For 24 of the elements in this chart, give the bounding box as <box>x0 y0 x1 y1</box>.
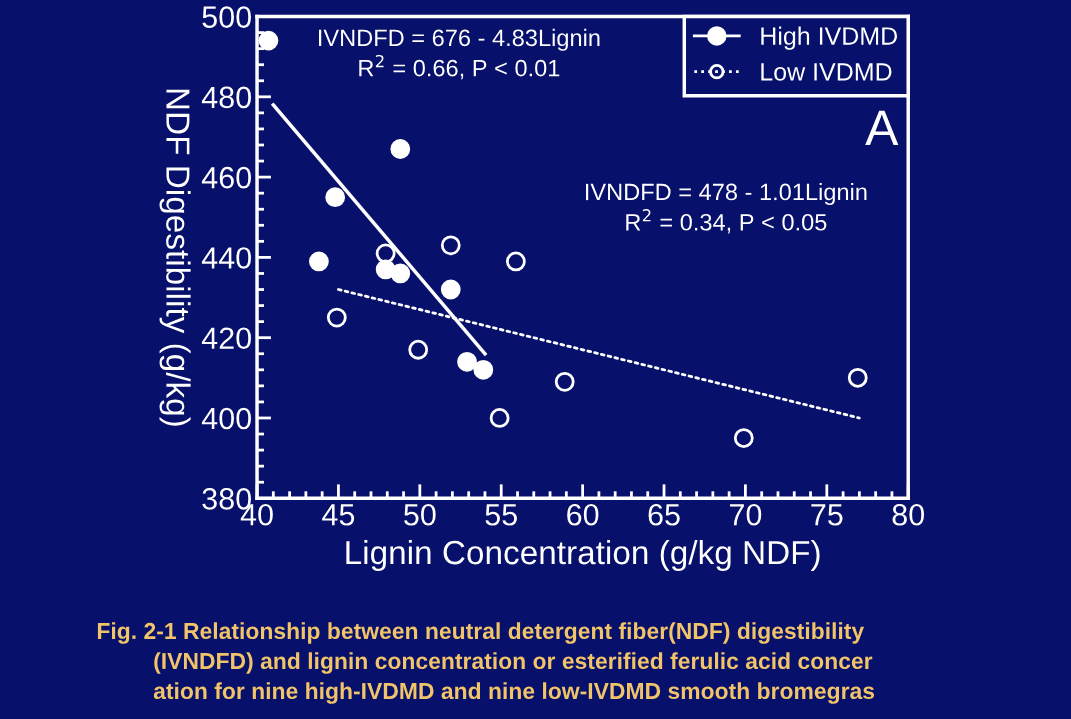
x-tick-label: 60 <box>567 503 599 526</box>
y-tick-label: 420 <box>201 327 251 350</box>
annotation: IVNDFD = 478 - 1.01Lignin R$^{2}$ = 0.34, P < 0.05 <box>586 183 867 234</box>
y-tick-label: 440 <box>201 247 251 269</box>
x-tick-label: 45 <box>322 504 355 526</box>
annotation: A <box>865 110 899 146</box>
x-tick-label: 50 <box>404 503 436 526</box>
y-tick-label: 500 <box>202 6 251 28</box>
x-tick-label: 75 <box>811 504 843 526</box>
x-tick-label: 70 <box>729 503 762 526</box>
text: (IVNDFD) and lignin concentration or esterified ferulic acid concer <box>154 652 873 674</box>
x-tick-label: 65 <box>648 503 680 526</box>
x-tick-label: 55 <box>485 504 517 526</box>
y-tick-label: 480 <box>201 86 251 109</box>
text: ation for nine high-IVDMD and nine low-IVDMD smooth bromegras <box>153 682 875 704</box>
x-axis-title: Lignin Concentration (g/kg NDF) <box>346 539 820 572</box>
caption: Fig. 2-1 Relationship between neutral detergent fiber(NDF) digestibility <box>97 622 865 644</box>
y-axis-title: NDF Digestibility (g/kg) <box>159 89 191 426</box>
legend-label: Low IVDMD <box>761 63 892 81</box>
annotation: IVNDFD = 676 - 4.83Lignin R$^{2}$ = 0.66, P < 0.01 <box>319 28 600 80</box>
legend-label: High IVDMD <box>761 26 898 50</box>
y-tick-label: 460 <box>201 166 251 189</box>
x-tick-label: 80 <box>892 503 925 526</box>
y-tick-label: 400 <box>201 407 251 430</box>
